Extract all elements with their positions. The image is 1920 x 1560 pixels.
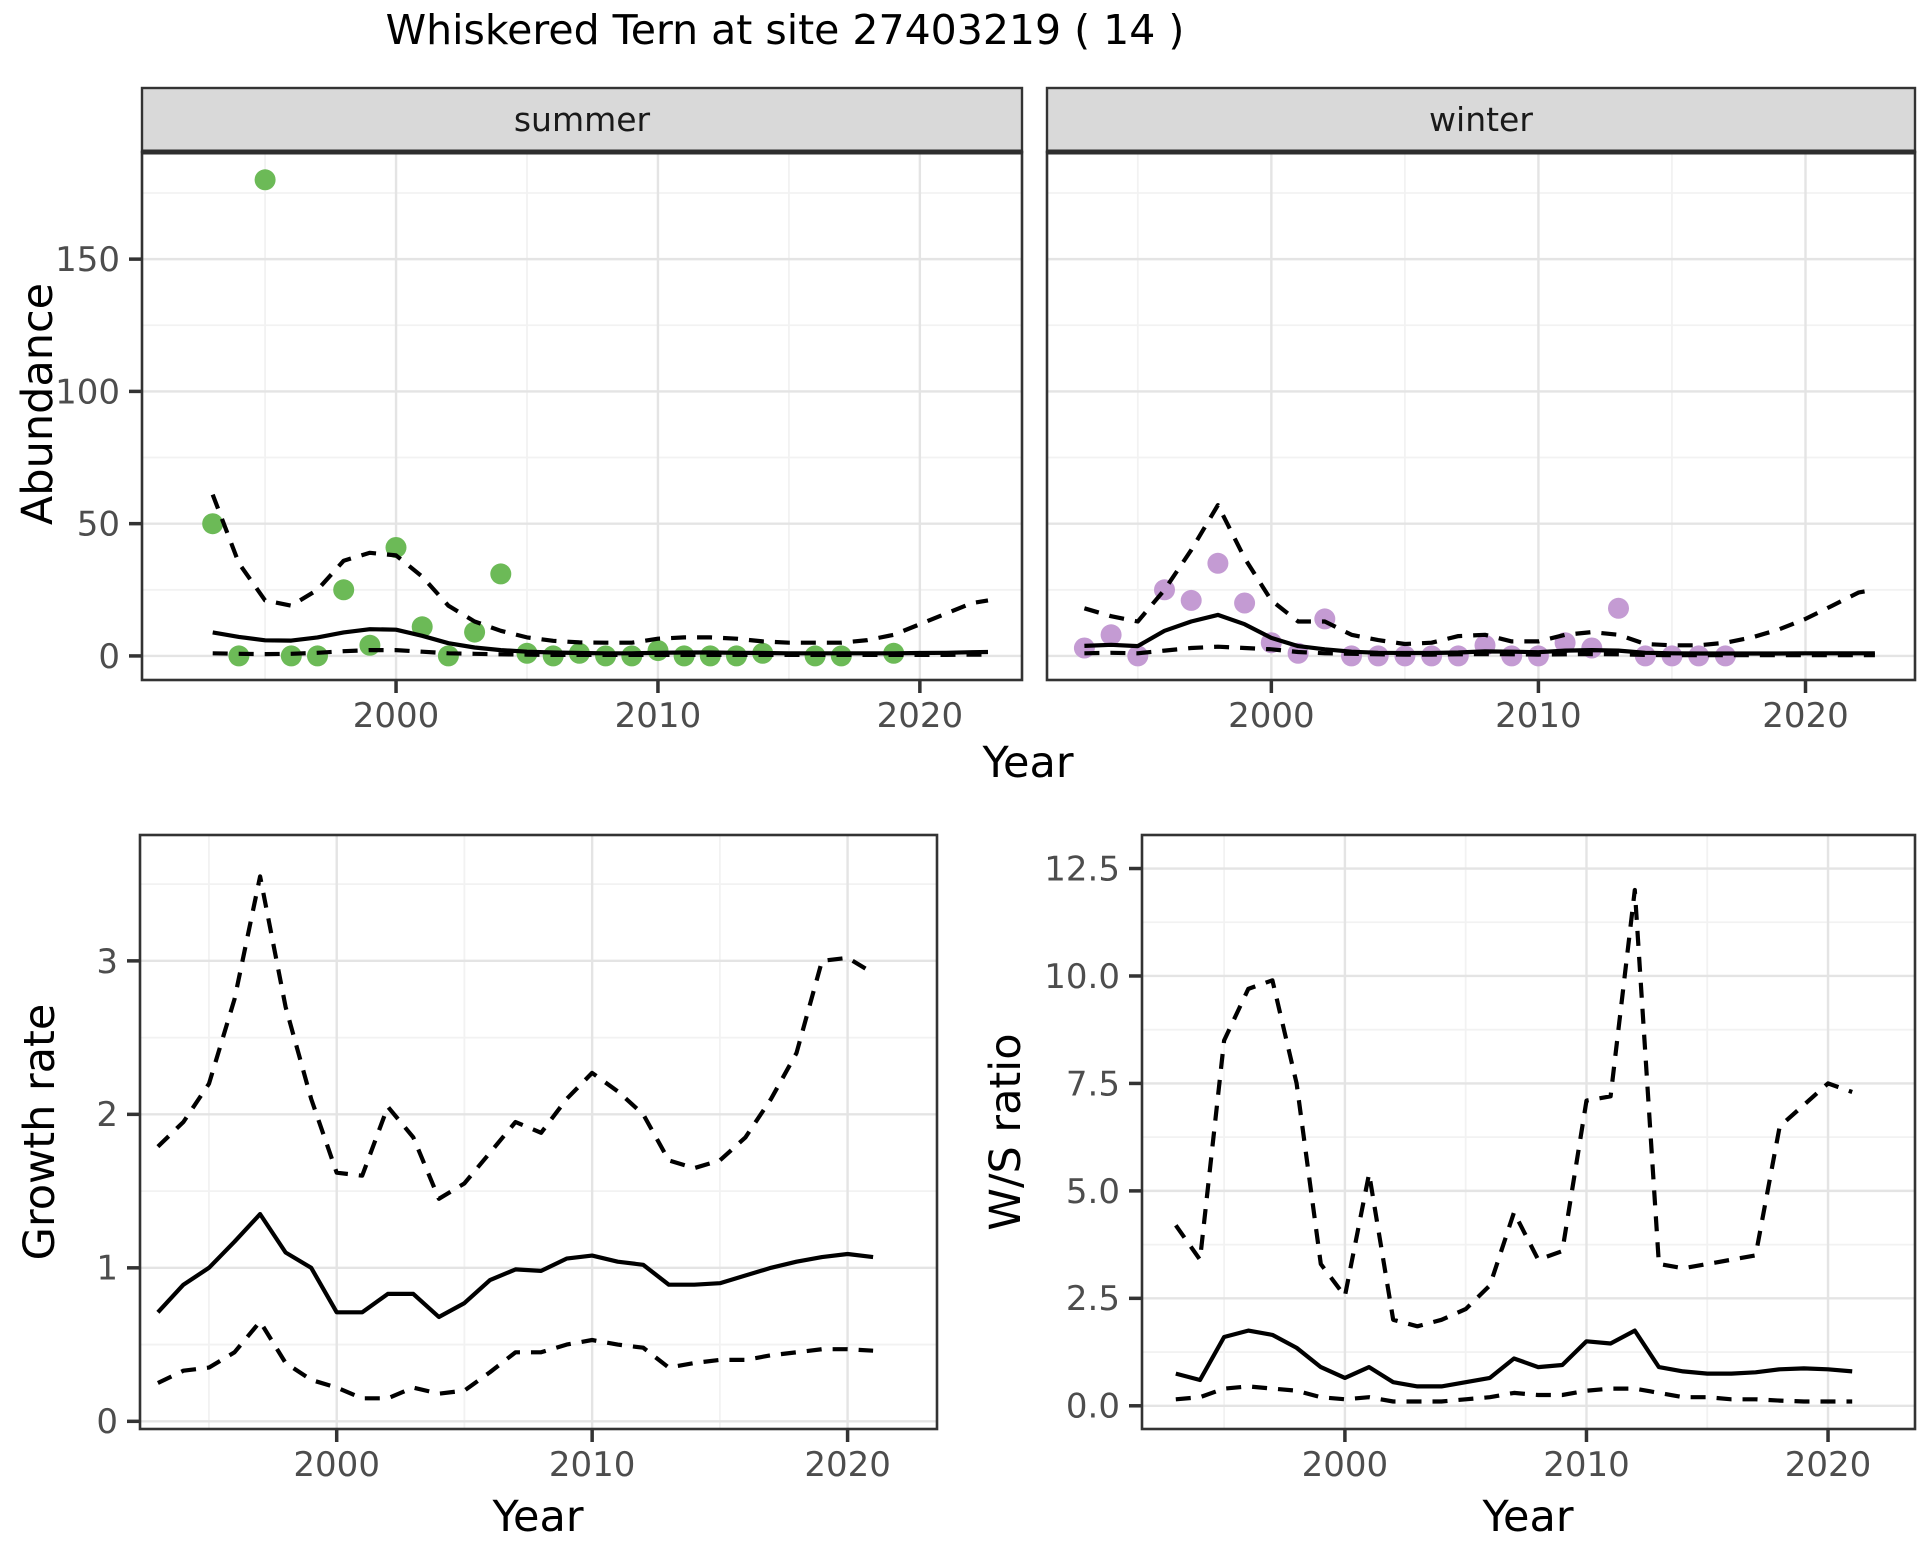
x-tick-label: 2010: [615, 696, 702, 736]
data-point: [1234, 592, 1256, 614]
x-tick-label: 2020: [877, 696, 964, 736]
data-point: [1073, 637, 1095, 659]
facet-strip-box: [140, 86, 1024, 154]
x-tick-label: 2020: [1762, 696, 1849, 736]
x-tick-label: 2010: [1543, 1445, 1630, 1485]
series-lower_ci: [1175, 1384, 1853, 1404]
x-tick-label: 2000: [293, 1445, 380, 1485]
x-tick-label: 2000: [1302, 1445, 1389, 1485]
data-point: [1100, 624, 1122, 646]
data-point: [1608, 597, 1629, 619]
y-tick-label: 0: [98, 637, 120, 677]
x-tick-label: 2000: [353, 696, 440, 736]
y-tick-label: 50: [77, 505, 120, 545]
y-tick-label: 3: [96, 942, 118, 982]
y-tick-label: 12.5: [1044, 849, 1120, 889]
data-point: [307, 645, 328, 667]
data-point: [1688, 645, 1710, 667]
data-point: [333, 579, 355, 601]
y-tick-label: 5.0: [1066, 1172, 1120, 1212]
data-point: [202, 513, 224, 535]
figure-title: Whiskered Tern at site 27403219 ( 14 ): [385, 6, 1185, 54]
x-tick-label: 2010: [1495, 696, 1582, 736]
panel-background: [142, 152, 1022, 680]
y-axis-title-ws-ratio: W/S ratio: [981, 1033, 1031, 1231]
y-tick-label: 150: [55, 240, 120, 280]
x-axis-title-year-top: Year: [982, 738, 1074, 788]
series-fit: [1084, 612, 1875, 656]
data-point: [254, 169, 276, 191]
y-tick-label: 1: [96, 1249, 118, 1289]
data-point: [1714, 645, 1736, 667]
series-lower_ci: [156, 1319, 874, 1401]
y-tick-label: 10.0: [1044, 957, 1120, 997]
series-upper_ci: [156, 874, 875, 1201]
panel-winter: 2000 2010 2020: [1045, 86, 1917, 736]
x-tick-label: 2010: [549, 1445, 636, 1485]
x-tick-label: 2020: [1785, 1445, 1872, 1485]
x-axis-title-year-ws: Year: [1482, 1492, 1574, 1542]
data-point: [464, 621, 486, 643]
panel-ws: 2000 2010 2020 0.0 2.5 5.0 7.5 10.0 12.5: [1044, 833, 1917, 1485]
data-point: [1207, 552, 1229, 574]
series-upper_ci: [1083, 503, 1876, 648]
data-point: [385, 537, 407, 558]
data-point: [359, 634, 381, 656]
data-point: [1127, 645, 1149, 667]
series-upper_ci: [210, 493, 989, 645]
data-point: [437, 645, 459, 667]
data-point: [647, 640, 669, 662]
panel-border: [138, 833, 939, 1431]
y-tick-label: 2.5: [1066, 1279, 1120, 1319]
y-tick-label: 0.0: [1066, 1387, 1120, 1427]
y-axis-title-abundance: Abundance: [13, 282, 63, 526]
panel-background: [1142, 835, 1915, 1429]
series-fit: [1175, 1328, 1853, 1389]
series-lower_ci: [1084, 644, 1875, 658]
panel-background: [1047, 152, 1915, 680]
y-tick-label: 0: [96, 1402, 118, 1442]
x-tick-label: 2020: [804, 1445, 891, 1485]
data-point: [490, 563, 512, 585]
facet-strip-box: [1045, 86, 1917, 154]
data-point: [411, 616, 433, 638]
data-point: [1661, 645, 1683, 667]
x-tick-label: 2000: [1228, 696, 1315, 736]
panel-border: [1140, 833, 1917, 1431]
y-tick-label: 7.5: [1066, 1064, 1120, 1104]
facet-strip-winter: winter: [1429, 100, 1533, 139]
series-lower_ci: [212, 648, 988, 657]
y-tick-label: 2: [96, 1095, 118, 1135]
series-fit: [156, 1212, 874, 1320]
y-tick-label: 100: [55, 372, 120, 412]
y-axis-title-growth-rate: Growth rate: [15, 1003, 65, 1261]
data-point: [1180, 589, 1202, 611]
facet-strip-summer: summer: [513, 100, 651, 139]
panel-growth: 2000 2010 2020 0 1 2 3: [96, 833, 939, 1485]
panel-summer: 2000 2010 2020 0 50 100 150: [55, 86, 1024, 736]
x-axis-title-year-growth: Year: [492, 1492, 584, 1542]
